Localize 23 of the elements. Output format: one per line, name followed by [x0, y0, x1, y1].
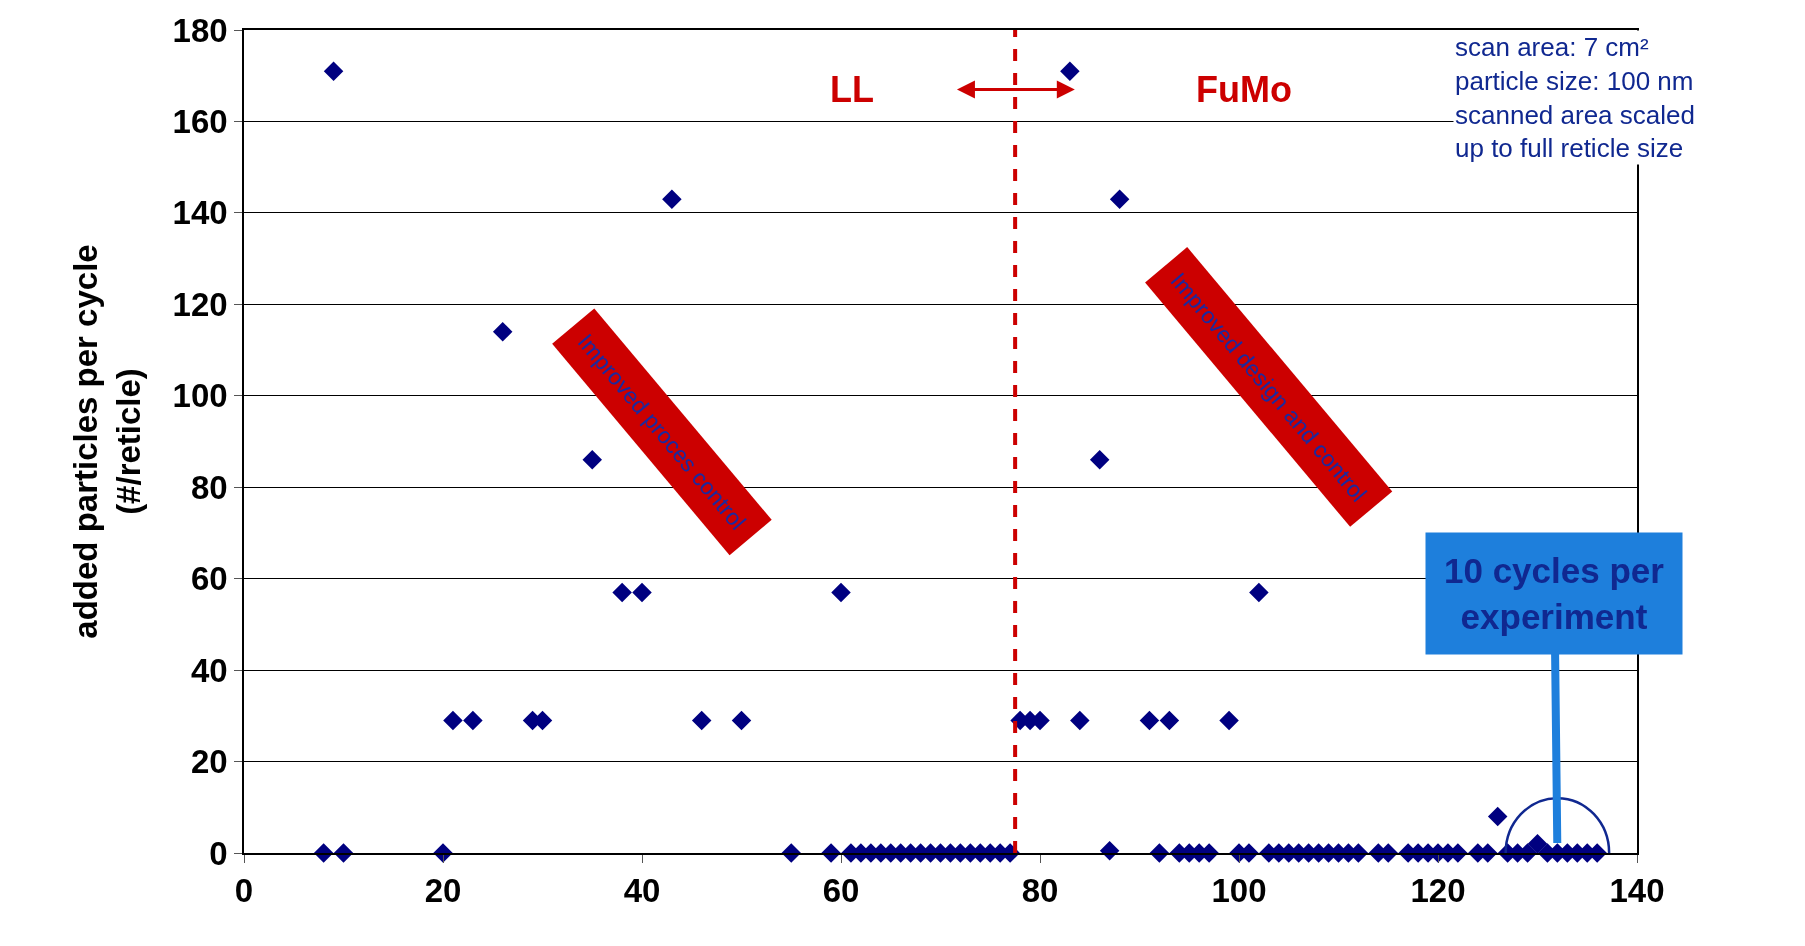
x-tick-label: 100 [1211, 872, 1267, 910]
y-tick-label: 60 [190, 560, 228, 598]
annotation: LL [830, 69, 874, 110]
y-tick-label: 120 [172, 285, 228, 323]
y-tick-label: 180 [172, 11, 228, 49]
y-tick-label: 140 [172, 194, 228, 232]
y-tick-label: 100 [172, 377, 228, 415]
y-tick-label: 80 [190, 468, 228, 506]
x-tick-label: 0 [234, 872, 254, 910]
annotation: 10 cycles per experiment [1444, 551, 1665, 636]
y-tick-label: 40 [190, 651, 228, 689]
x-tick-label: 140 [1609, 872, 1665, 910]
y-tick-label: 0 [209, 834, 228, 872]
annotation: scan area: 7 cm² particle size: 100 nm scanned area scaled up to full reticle size [1455, 32, 1695, 164]
y-tick-label: 20 [190, 743, 228, 781]
x-tick-label: 40 [623, 872, 661, 910]
y-tick-label: 160 [172, 102, 228, 140]
x-tick-label: 80 [1021, 872, 1059, 910]
x-tick-label: 60 [822, 872, 860, 910]
y-axis-title: added particles per cycle (#/reticle) [67, 244, 148, 639]
x-tick-label: 20 [424, 872, 462, 910]
annotation: FuMo [1196, 69, 1292, 110]
x-tick-label: 120 [1410, 872, 1466, 910]
